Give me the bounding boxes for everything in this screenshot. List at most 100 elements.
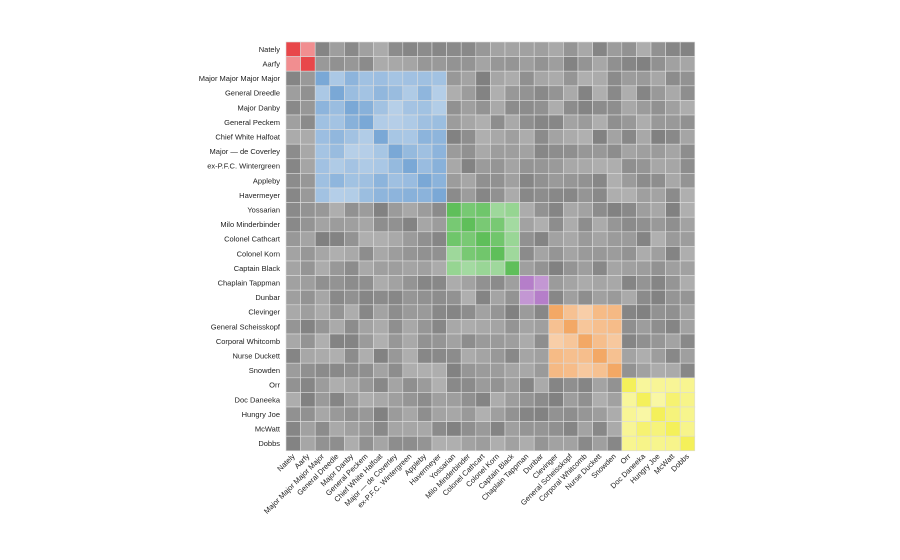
heatmap-cell — [285, 202, 301, 218]
heatmap-cell — [621, 70, 637, 87]
heatmap-cell — [490, 319, 506, 335]
heatmap-cell — [490, 129, 506, 145]
heatmap-cell — [431, 304, 447, 320]
heatmap-cell — [490, 289, 506, 306]
heatmap-cell — [533, 289, 550, 306]
heatmap-cell — [650, 231, 666, 247]
heatmap-cell — [606, 187, 623, 203]
heatmap-cell — [650, 304, 666, 320]
heatmap-cell — [606, 275, 623, 291]
heatmap-cell — [533, 333, 550, 349]
heatmap-cell — [285, 392, 301, 408]
heatmap-cell — [417, 392, 433, 408]
heatmap-cell — [577, 158, 593, 174]
heatmap-cell — [417, 143, 433, 160]
heatmap-cell — [504, 100, 520, 116]
heatmap-cell — [373, 173, 389, 189]
heatmap-cell — [475, 421, 491, 437]
heatmap-cell — [679, 41, 696, 57]
heatmap-cell — [373, 85, 389, 101]
heatmap-cell — [300, 319, 316, 335]
heatmap-cell — [665, 173, 681, 189]
y-tick-label: Clevinger — [248, 308, 280, 317]
heatmap-cell — [314, 41, 331, 57]
heatmap-cell — [504, 158, 520, 174]
heatmap-cell — [621, 85, 637, 101]
heatmap-cell — [621, 41, 637, 57]
heatmap-cell — [300, 129, 316, 145]
heatmap-cell — [402, 348, 418, 364]
heatmap-cell — [358, 348, 374, 364]
heatmap-cell — [636, 392, 652, 408]
heatmap-cell — [606, 333, 623, 349]
heatmap-cell — [358, 100, 374, 116]
heatmap-cell — [300, 362, 316, 379]
heatmap-cell — [650, 129, 666, 145]
heatmap-cell — [636, 85, 652, 101]
heatmap-cell — [577, 129, 593, 145]
heatmap-cell — [490, 202, 506, 218]
heatmap-cell — [329, 216, 345, 233]
heatmap-cell — [679, 187, 696, 203]
heatmap-cell — [592, 362, 608, 379]
heatmap-cell — [563, 260, 579, 276]
heatmap-cell — [533, 129, 550, 145]
heatmap-cell — [577, 392, 593, 408]
heatmap-cell — [548, 362, 564, 379]
heatmap-cell — [475, 114, 491, 130]
y-tick-label: General Peckem — [224, 118, 280, 127]
heatmap-cell — [373, 260, 389, 276]
heatmap-cell — [344, 216, 360, 233]
heatmap-cell — [358, 392, 374, 408]
heatmap-cell — [300, 216, 316, 233]
heatmap-cell — [314, 231, 331, 247]
heatmap-cell — [344, 348, 360, 364]
heatmap-cell — [577, 56, 593, 72]
heatmap-cell — [373, 41, 389, 57]
heatmap-cell — [344, 85, 360, 101]
heatmap-cell — [402, 100, 418, 116]
heatmap-cell — [417, 173, 433, 189]
heatmap-cell — [548, 319, 564, 335]
heatmap-cell — [490, 421, 506, 437]
heatmap-cell — [548, 173, 564, 189]
heatmap-cell — [402, 231, 418, 247]
heatmap-cell — [431, 114, 447, 130]
heatmap-cell — [563, 421, 579, 437]
heatmap-cell — [563, 377, 579, 393]
heatmap-cell — [533, 421, 550, 437]
heatmap-cell — [606, 260, 623, 276]
heatmap-cell — [417, 129, 433, 145]
heatmap-cell — [679, 70, 696, 87]
heatmap-cell — [679, 304, 696, 320]
heatmap-cell — [548, 129, 564, 145]
heatmap-cell — [504, 289, 520, 306]
heatmap-cell — [621, 260, 637, 276]
heatmap-cell — [387, 421, 404, 437]
heatmap-cell — [387, 173, 404, 189]
heatmap-cell — [592, 129, 608, 145]
heatmap-cell — [577, 231, 593, 247]
heatmap-cell — [417, 100, 433, 116]
heatmap-cell — [636, 421, 652, 437]
heatmap-cell — [417, 70, 433, 87]
heatmap-cell — [285, 319, 301, 335]
heatmap-cell — [621, 421, 637, 437]
heatmap-cell — [504, 202, 520, 218]
heatmap-cell — [446, 85, 462, 101]
heatmap-cell — [650, 202, 666, 218]
heatmap-cell — [358, 246, 374, 262]
heatmap-cell — [504, 260, 520, 276]
heatmap-cell — [563, 41, 579, 57]
heatmap-cell — [417, 362, 433, 379]
heatmap-cell — [563, 85, 579, 101]
heatmap-cell — [417, 333, 433, 349]
heatmap-cell — [519, 319, 535, 335]
heatmap-cell — [592, 173, 608, 189]
heatmap-cell — [621, 304, 637, 320]
y-tick-label: General Scheisskopf — [211, 322, 281, 331]
heatmap-cell — [563, 319, 579, 335]
heatmap-cell — [621, 275, 637, 291]
y-tick-label: Yossarian — [247, 206, 280, 215]
heatmap-cell — [300, 202, 316, 218]
